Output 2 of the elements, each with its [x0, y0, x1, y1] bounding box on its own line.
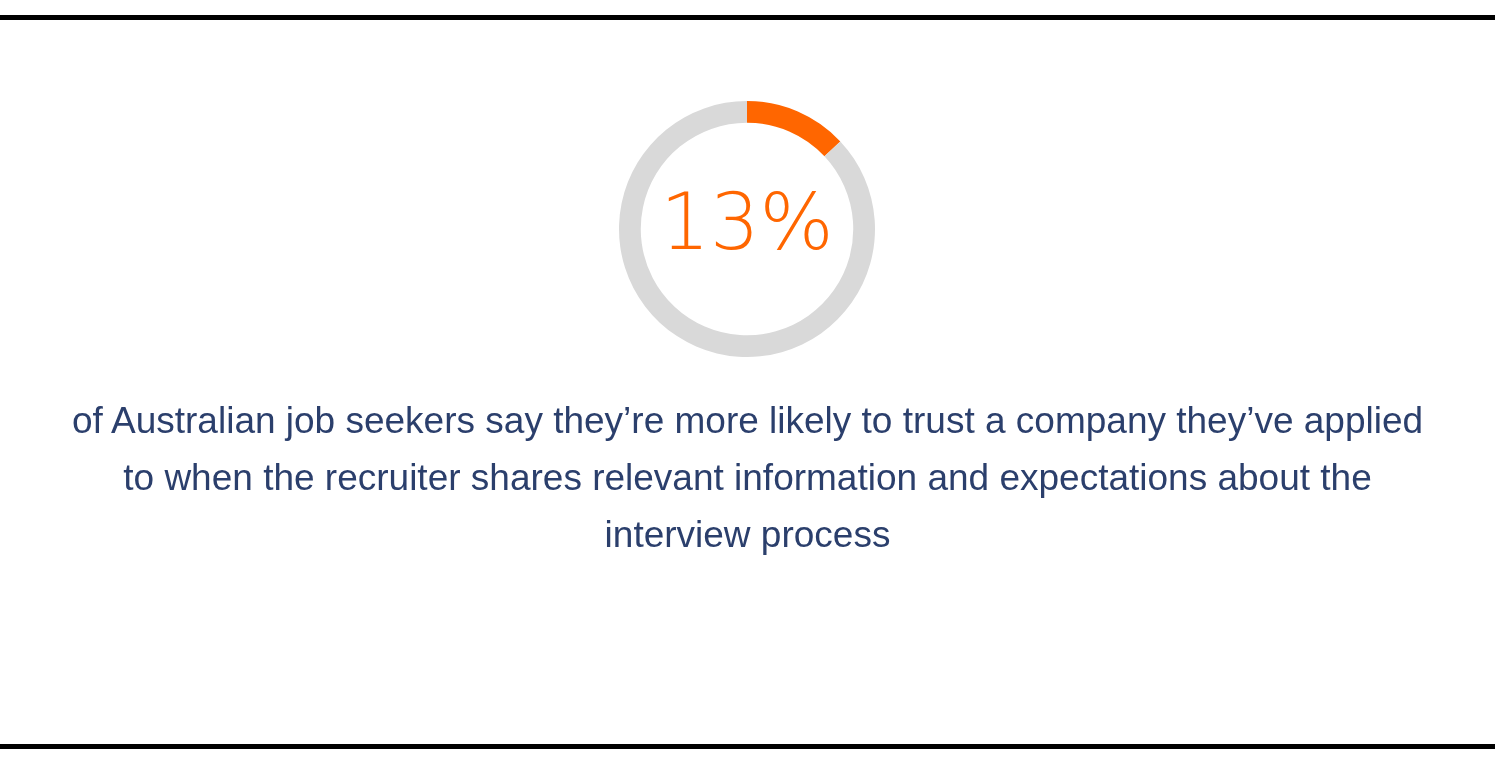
data-label: 13% [660, 177, 834, 268]
text: of Australian job seekers say they’re more likely to trust a company they’ve applied to when the recruiter shares relevant information and expectations about the interview process [70, 399, 1425, 557]
